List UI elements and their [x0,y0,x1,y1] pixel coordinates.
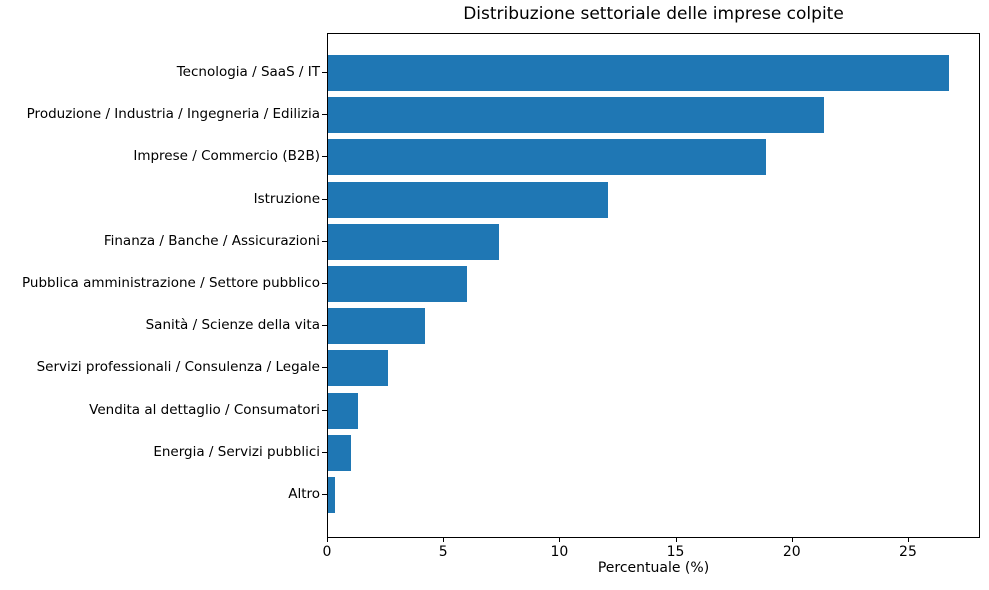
x-tick-label: 15 [666,544,685,560]
x-tick-mark [675,538,677,542]
x-tick-label: 10 [550,544,569,560]
category-label: Tecnologia / SaaS / IT [176,64,320,81]
y-tick-mark [322,114,327,116]
x-tick-label: 25 [899,544,917,560]
bar [328,139,766,176]
x-axis-label: Percentuale (%) [597,560,710,576]
category-label: Produzione / Industria / Ingegneria / Ed… [26,106,320,123]
y-tick-mark [322,72,327,74]
category-label: Servizi professionali / Consulenza / Leg… [36,359,320,376]
y-tick-mark [322,367,327,369]
x-tick-mark [907,538,909,542]
bar [328,476,335,513]
plot-area [327,33,980,538]
x-tick-mark [791,538,793,542]
y-tick-mark [322,198,327,200]
x-tick-label: 5 [438,544,448,560]
category-label: Energia / Servizi pubblici [153,443,320,460]
category-label: Altro [288,485,320,502]
y-tick-mark [322,240,327,242]
bar [328,55,949,92]
bar [328,350,389,387]
y-tick-mark [322,283,327,284]
bar [328,308,426,345]
bar [328,266,467,302]
category-label: Finanza / Banche / Assicurazioni [103,232,320,249]
y-tick-mark [322,156,327,158]
bar [328,223,500,260]
x-tick-mark [443,538,445,542]
y-tick-mark [322,409,327,411]
chart-title: Distribuzione settoriale delle imprese c… [463,4,844,24]
bar [328,392,359,429]
bar [328,97,824,134]
x-tick-label: 0 [322,544,332,560]
category-label: Istruzione [253,190,320,207]
x-tick-label: 20 [782,544,801,560]
category-label: Imprese / Commercio (B2B) [133,148,320,165]
x-tick-mark [327,538,328,542]
y-tick-mark [322,493,327,495]
x-tick-mark [559,538,561,542]
bar [328,434,352,471]
category-label: Vendita al dettaglio / Consumatori [89,401,320,418]
bar [328,181,609,218]
category-label: Sanità / Scienze della vita [145,317,320,334]
y-tick-mark [322,451,327,453]
y-tick-mark [322,325,327,327]
category-label: Pubblica amministrazione / Settore pubbl… [22,275,320,291]
